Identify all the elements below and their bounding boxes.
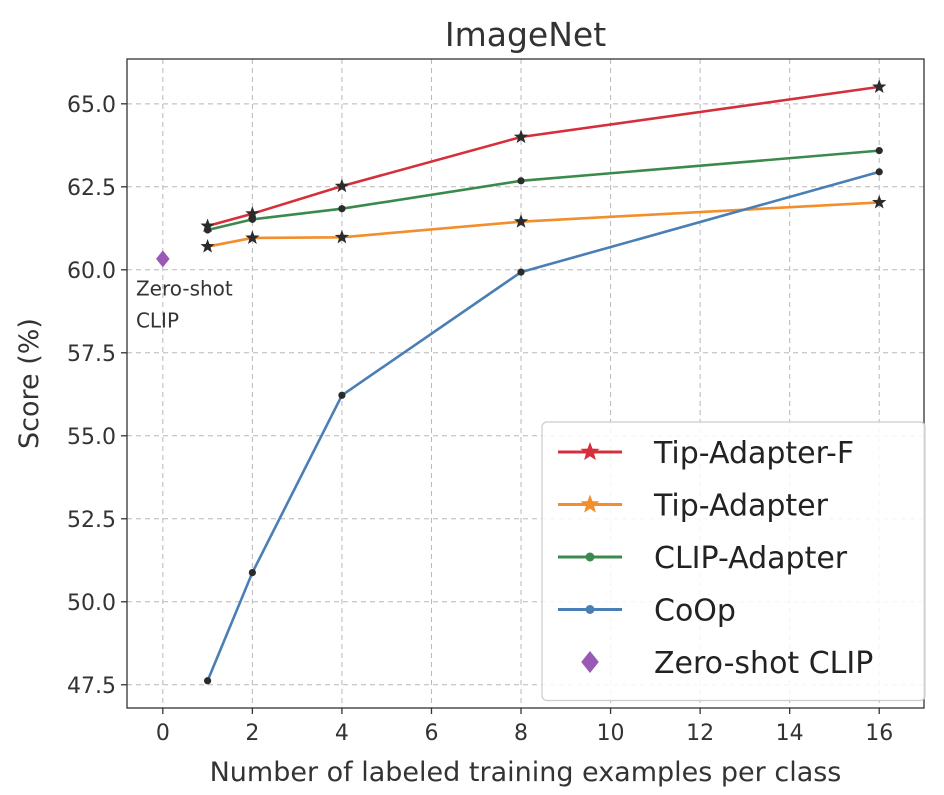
plot-border xyxy=(126,58,925,709)
legend-label: CLIP-Adapter xyxy=(654,541,848,576)
plot-frame xyxy=(126,58,925,709)
legend-marker xyxy=(580,494,600,513)
y-tick-label: 60.0 xyxy=(67,259,116,284)
y-tick-label: 50.0 xyxy=(67,591,116,616)
x-tick-label: 2 xyxy=(245,721,259,746)
legend-label: Zero-shot CLIP xyxy=(654,646,873,681)
y-tick-label: 47.5 xyxy=(67,674,116,699)
series-tip-adapter xyxy=(200,194,887,253)
data-point xyxy=(245,230,260,244)
data-point xyxy=(203,677,212,685)
data-point xyxy=(248,215,256,223)
data-point xyxy=(517,177,525,185)
series-lines xyxy=(156,79,887,685)
legend-box xyxy=(541,421,926,702)
data-point xyxy=(517,268,525,276)
x-tick-label: 14 xyxy=(776,721,804,746)
y-tick-label: 62.5 xyxy=(67,176,116,201)
data-point xyxy=(334,229,350,244)
data-point xyxy=(203,226,212,234)
legend-marker xyxy=(580,442,600,461)
legend-label: Tip-Adapter xyxy=(653,489,829,524)
data-point xyxy=(872,79,887,93)
data-point xyxy=(513,129,529,144)
x-tick-label: 8 xyxy=(514,721,528,746)
x-tick-label: 0 xyxy=(156,721,170,746)
legend-label: Tip-Adapter-F xyxy=(653,436,854,471)
x-tick-label: 10 xyxy=(597,721,625,746)
legend-label: CoOp xyxy=(654,594,736,629)
x-axis-title: Number of labeled training examples per … xyxy=(210,757,842,788)
annotation-line: Zero-shot xyxy=(136,276,233,300)
data-point xyxy=(200,218,215,233)
x-tick-label: 6 xyxy=(424,721,438,746)
legend-entry: Zero-shot CLIP xyxy=(581,646,873,681)
legend-marker xyxy=(581,651,599,673)
data-point xyxy=(334,178,350,193)
zero-shot-clip-annotation: Zero-shot CLIP xyxy=(136,276,233,332)
legend-entry: Tip-Adapter xyxy=(558,489,829,524)
data-point xyxy=(338,391,346,399)
y-tick-label: 55.0 xyxy=(67,425,116,450)
y-tick-label: 57.5 xyxy=(67,342,116,367)
legend-entry: Tip-Adapter-F xyxy=(558,436,854,471)
data-point xyxy=(875,168,883,176)
annotations: Zero-shot CLIP xyxy=(136,276,233,332)
data-point xyxy=(248,568,256,577)
legend-entry: CoOp xyxy=(558,594,736,629)
series-clip-adapter xyxy=(203,147,883,234)
chart-title: ImageNet xyxy=(445,15,606,54)
series-tip-adapter-f xyxy=(200,79,887,233)
data-point xyxy=(513,214,529,228)
x-tick-label: 16 xyxy=(865,721,893,746)
legend: Tip-Adapter-F Tip-Adapter CLIP-Adapter CoOp… xyxy=(541,421,926,702)
data-point xyxy=(872,194,887,209)
series-coop xyxy=(203,168,883,685)
y-tick-label: 65.0 xyxy=(67,93,116,118)
x-tick-label: 4 xyxy=(335,721,349,746)
data-point xyxy=(200,239,215,253)
zero-shot-clip-point xyxy=(156,250,170,268)
legend-entry: CLIP-Adapter xyxy=(558,541,848,576)
x-tick-label: 12 xyxy=(686,721,714,746)
axis-ticks: 0 2 4 6 8 10 12 14 16 47.5 50.0 52.5 55.0 57.5 60.0 62.… xyxy=(67,93,893,746)
y-axis-title: Score (%) xyxy=(14,318,45,449)
y-tick-label: 52.5 xyxy=(67,508,116,533)
annotation-line: CLIP xyxy=(136,308,179,332)
data-point xyxy=(338,205,346,213)
data-point xyxy=(245,206,260,220)
legend-marker xyxy=(585,605,595,614)
legend-marker xyxy=(585,552,595,562)
data-point xyxy=(875,147,883,155)
